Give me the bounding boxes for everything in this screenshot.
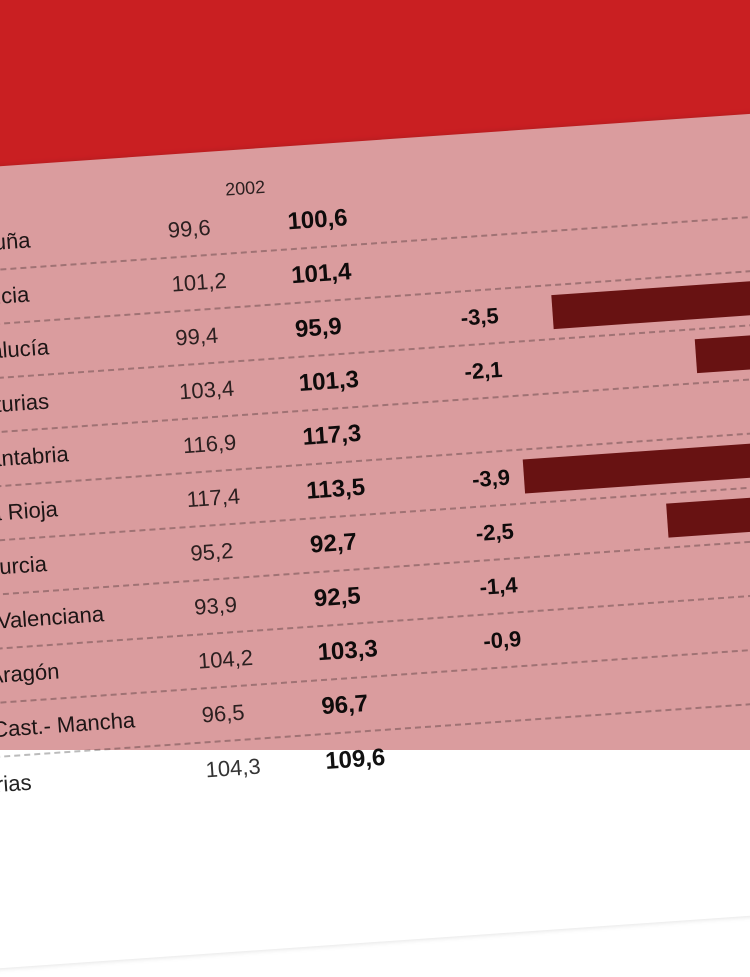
diff-label bbox=[451, 693, 531, 699]
diff-label: -3,5 bbox=[424, 302, 506, 334]
diff-label bbox=[417, 208, 497, 214]
value-bold: 101,3 bbox=[298, 361, 430, 398]
value-2002: 103,4 bbox=[178, 371, 300, 405]
value-2002: 104,3 bbox=[205, 749, 327, 783]
region-label: Asturias bbox=[0, 379, 180, 420]
rows-container: ataluña99,6100,6 Galicia101,2101,4 ndalucí… bbox=[0, 154, 750, 812]
diff-label bbox=[455, 747, 535, 753]
value-2002: 95,2 bbox=[190, 533, 312, 567]
value-bold: 96,7 bbox=[321, 684, 453, 721]
region-label: Cast.- Mancha bbox=[0, 703, 203, 744]
value-bold: 95,9 bbox=[294, 307, 426, 344]
value-2002: 101,2 bbox=[171, 263, 293, 297]
value-bold: 109,6 bbox=[324, 739, 456, 776]
diff-label: -2,5 bbox=[439, 518, 521, 550]
value-2002: 104,2 bbox=[197, 640, 319, 674]
value-bold: 100,6 bbox=[287, 199, 419, 236]
region-label: ndalucía bbox=[0, 326, 176, 367]
value-2002: 93,9 bbox=[193, 586, 315, 620]
value-2002: 116,9 bbox=[182, 425, 304, 459]
value-bold: 92,5 bbox=[313, 576, 445, 613]
region-label: rias bbox=[0, 757, 207, 798]
value-bold: 113,5 bbox=[305, 469, 437, 506]
value-2002: 99,6 bbox=[167, 209, 289, 243]
region-label: La Rioja bbox=[0, 487, 188, 528]
value-2002: 99,4 bbox=[175, 317, 297, 351]
diff-bar bbox=[666, 486, 750, 537]
region-label: Cantabria bbox=[0, 433, 184, 474]
diff-label: -3,9 bbox=[435, 464, 517, 496]
diff-label: -0,9 bbox=[447, 626, 529, 658]
value-bold: 92,7 bbox=[309, 523, 441, 560]
region-label: . Valenciana bbox=[0, 595, 195, 636]
region-label: Galicia bbox=[0, 272, 173, 313]
region-label: ataluña bbox=[0, 218, 169, 259]
value-bold: 117,3 bbox=[302, 415, 434, 452]
diff-label: -1,4 bbox=[443, 572, 525, 604]
table-paper: 2002 ataluña99,6100,6Galicia101,2101,4nd… bbox=[0, 103, 750, 842]
diff-label bbox=[421, 262, 501, 268]
diff-label: -2,1 bbox=[428, 356, 510, 388]
value-2002: 117,4 bbox=[186, 479, 308, 513]
value-2002: 96,5 bbox=[201, 694, 323, 728]
region-label: Aragón bbox=[0, 649, 199, 690]
region-label: Murcia bbox=[0, 541, 191, 582]
diff-label bbox=[432, 423, 512, 429]
diff-bar bbox=[695, 324, 750, 373]
value-bold: 103,3 bbox=[317, 630, 449, 667]
value-bold: 101,4 bbox=[290, 253, 422, 290]
paper-wrap: 2002 ataluña99,6100,6Galicia101,2101,4nd… bbox=[0, 103, 750, 977]
